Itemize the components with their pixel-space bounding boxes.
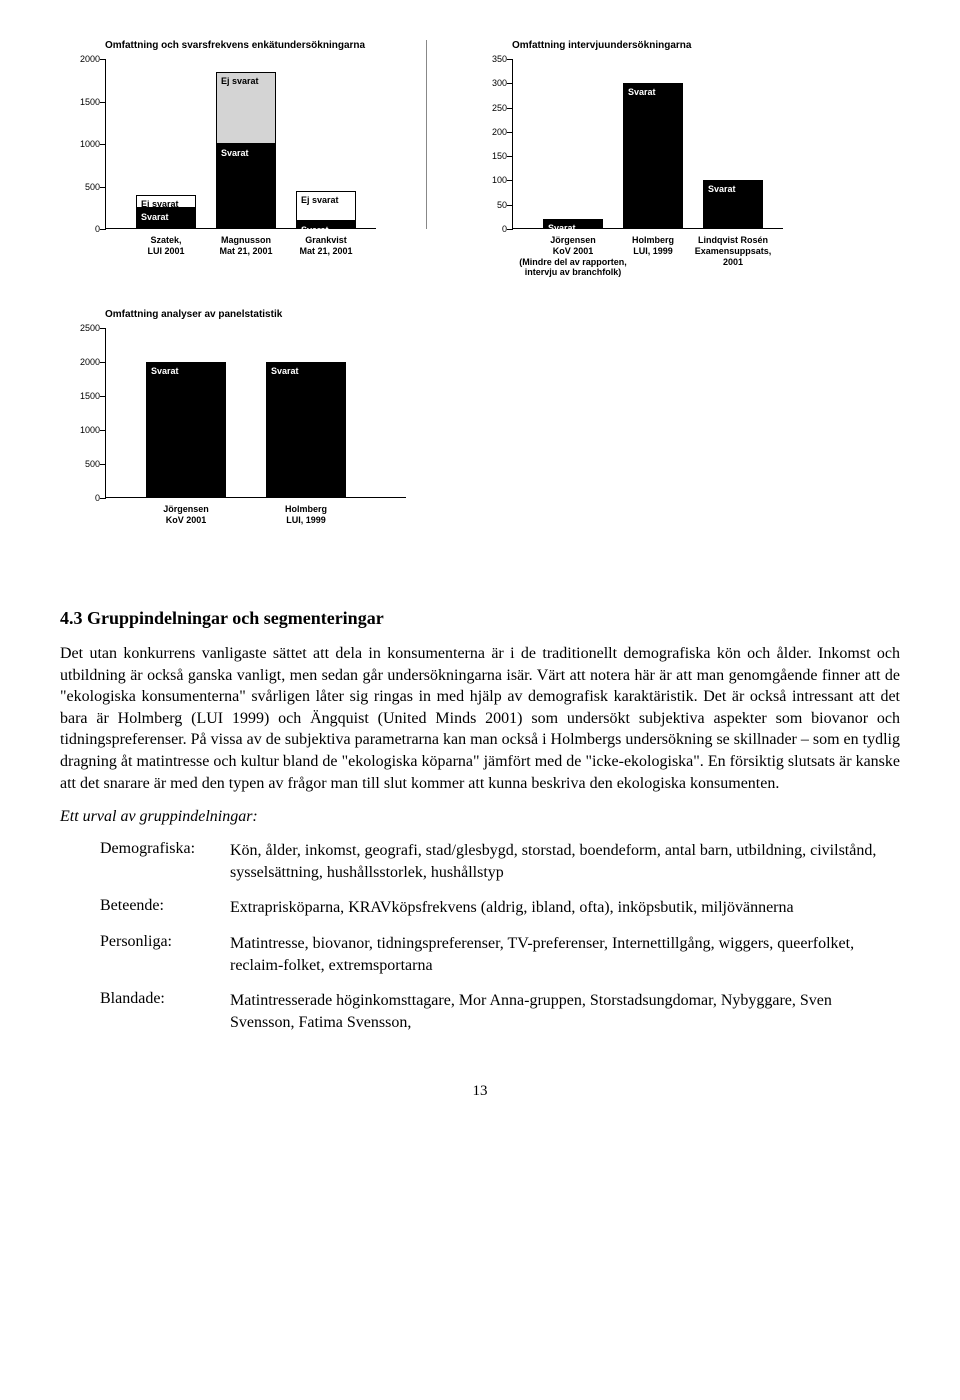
chart-area: 0500100015002000Ej svaratSvaratSzatek,LU… (105, 59, 376, 229)
charts-row-top: Omfattning och svarsfrekvens enkätunders… (60, 40, 900, 229)
chart-title: Omfattning och svarsfrekvens enkätunders… (105, 40, 376, 51)
segment-label: Svarat (271, 366, 299, 376)
segment-label: Ej svarat (301, 195, 339, 205)
bar-segment: Svarat (543, 219, 603, 229)
x-axis-label: JörgensenKoV 2001 (126, 504, 246, 526)
bar-segment: Svarat (623, 83, 683, 229)
group-val: Extraprisköparna, KRAVköpsfrekvens (aldr… (230, 897, 900, 919)
group-key: Blandade: (100, 990, 230, 1033)
y-axis-label: 300 (471, 78, 507, 88)
bar: Ej svarat Svarat (216, 72, 276, 229)
segment-label: Svarat (708, 184, 736, 194)
chart-area: 050100150200250300350SvaratJörgensenKoV … (512, 59, 783, 229)
bar-segment: Svarat (296, 221, 356, 230)
text-smallcaps: KRAV (348, 899, 391, 916)
bar: Ej svarat Svarat (136, 195, 196, 229)
chart-panel: Omfattning analyser av panelstatistik 05… (105, 309, 406, 498)
y-axis-label: 50 (471, 200, 507, 210)
group-row: Blandade: Matintresserade höginkomsttaga… (100, 990, 900, 1033)
group-row: Demografiska: Kön, ålder, inkomst, geogr… (100, 840, 900, 883)
chart-title: Omfattning analyser av panelstatistik (105, 309, 406, 320)
y-axis-label: 2000 (64, 357, 100, 367)
segment-label: Svarat (548, 223, 576, 233)
text: köpsfrekvens (aldrig, ibland, ofta), ink… (391, 899, 793, 916)
segment-label: Svarat (221, 148, 249, 158)
group-row: Beteende: Extraprisköparna, KRAVköpsfrek… (100, 897, 900, 919)
bar: Svarat (146, 362, 226, 498)
bar-segment: Svarat (136, 208, 196, 229)
bar: Svarat (703, 180, 763, 229)
y-axis-label: 0 (64, 224, 100, 234)
bar-segment: Svarat (703, 180, 763, 229)
y-axis-label: 500 (64, 459, 100, 469)
bar-segment: Svarat (216, 144, 276, 229)
segment-label: Svarat (141, 212, 169, 222)
y-axis-label: 1000 (64, 139, 100, 149)
group-key: Beteende: (100, 897, 230, 919)
text: Extraprisköparna, (230, 899, 348, 916)
y-axis-label: 500 (64, 182, 100, 192)
spacer (60, 523, 900, 568)
bar: Ej svarat Svarat (296, 191, 356, 229)
group-key: Personliga: (100, 933, 230, 976)
segment-label: Svarat (301, 225, 329, 235)
bar: Svarat (266, 362, 346, 498)
bar-segment: Ej svarat (216, 72, 276, 144)
subheading: Ett urval av gruppindelningar: (60, 808, 900, 826)
bar-segment: Svarat (266, 362, 346, 498)
chart-title: Omfattning intervjuundersökningarna (512, 40, 783, 51)
y-axis-label: 1500 (64, 97, 100, 107)
bar: Svarat (623, 83, 683, 229)
section-heading: 4.3 Gruppindelningar och segmenteringar (60, 608, 900, 629)
x-axis-label: GrankvistMat 21, 2001 (266, 235, 386, 257)
bar-segment: Ej svarat (136, 195, 196, 208)
segment-label: Svarat (151, 366, 179, 376)
charts-row-bottom: Omfattning analyser av panelstatistik 05… (60, 309, 900, 498)
y-axis-label: 100 (471, 175, 507, 185)
bar-segment: Ej svarat (296, 191, 356, 221)
y-axis-label: 0 (64, 493, 100, 503)
x-axis-label: HolmbergLUI, 1999 (246, 504, 366, 526)
group-key: Demografiska: (100, 840, 230, 883)
y-axis-label: 1500 (64, 391, 100, 401)
bar-segment: Svarat (146, 362, 226, 498)
vertical-divider (426, 40, 427, 229)
group-row: Personliga: Matintresse, biovanor, tidni… (100, 933, 900, 976)
group-val: Kön, ålder, inkomst, geografi, stad/gles… (230, 840, 900, 883)
group-val: Matintresserade höginkomsttagare, Mor An… (230, 990, 900, 1033)
segment-label: Svarat (628, 87, 656, 97)
chart-intervju: Omfattning intervjuundersökningarna 0501… (512, 40, 783, 229)
y-axis-label: 2000 (64, 54, 100, 64)
y-axis-label: 1000 (64, 425, 100, 435)
page-number: 13 (60, 1083, 900, 1100)
group-val: Matintresse, biovanor, tidningspreferens… (230, 933, 900, 976)
chart-area: 05001000150020002500SvaratJörgensenKoV 2… (105, 328, 406, 498)
body-paragraph: Det utan konkurrens vanligaste sättet at… (60, 643, 900, 794)
bar: Svarat (543, 219, 603, 229)
chart-enkat: Omfattning och svarsfrekvens enkätunders… (105, 40, 376, 229)
segment-label: Ej svarat (221, 76, 259, 86)
y-axis-label: 350 (471, 54, 507, 64)
group-table: Demografiska: Kön, ålder, inkomst, geogr… (100, 840, 900, 1033)
y-axis-label: 2500 (64, 323, 100, 333)
x-axis-label: Lindqvist RosénExamensuppsats,2001 (673, 235, 793, 267)
y-axis-label: 200 (471, 127, 507, 137)
y-axis-label: 0 (471, 224, 507, 234)
y-axis-label: 250 (471, 103, 507, 113)
y-axis-label: 150 (471, 151, 507, 161)
